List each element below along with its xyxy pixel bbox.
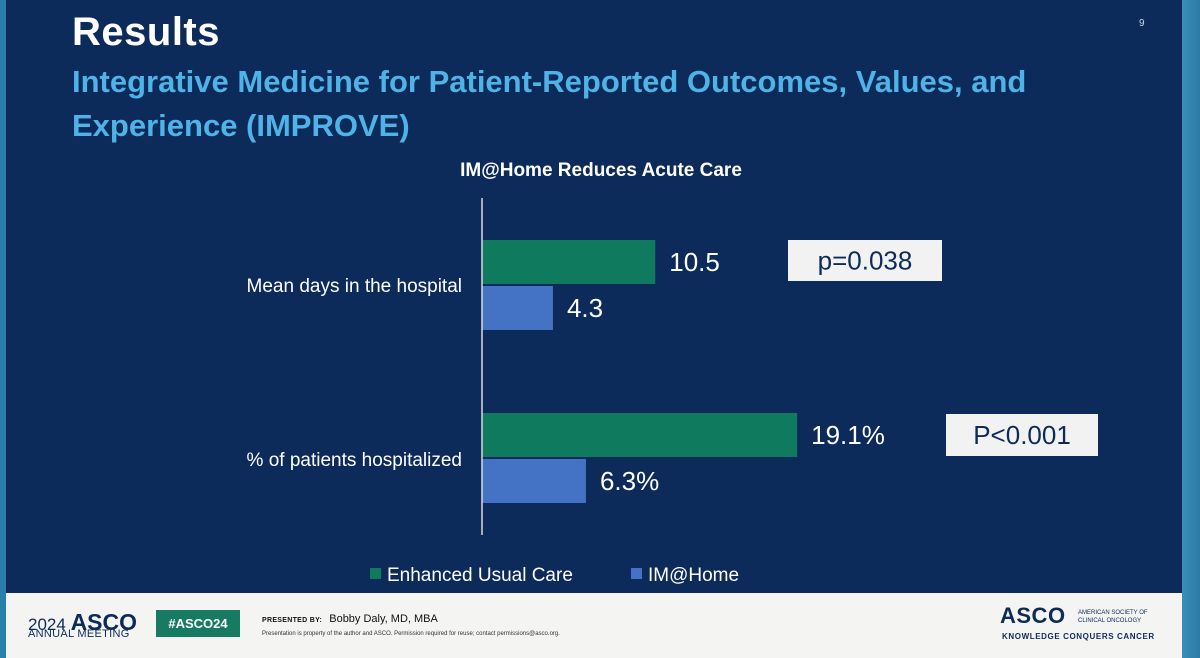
asco-logo-org: AMERICAN SOCIETY OF CLINICAL ONCOLOGY	[1078, 609, 1148, 625]
presenter-name: Bobby Daly, MD, MBA	[329, 613, 438, 625]
legend-swatch	[631, 568, 642, 579]
hashtag-badge: #ASCO24	[156, 610, 240, 637]
data-label: 4.3	[567, 293, 603, 323]
slide-subtitle: Integrative Medicine for Patient-Reporte…	[72, 64, 1027, 143]
chart-title: IM@Home Reduces Acute Care	[460, 160, 742, 181]
copyright-notice: Presentation is property of the author a…	[262, 631, 560, 637]
category-label: Mean days in the hospital	[247, 276, 462, 297]
slide-number: 9	[1139, 18, 1145, 29]
asco-logo-word: ASCO	[1000, 603, 1066, 628]
legend-label: Enhanced Usual Care	[387, 565, 573, 586]
meeting-logo: 2024 ASCO	[28, 609, 137, 636]
category-label: % of patients hospitalized	[247, 450, 462, 471]
chart: IM@Home Reduces Acute Care Mean days in t…	[247, 160, 1098, 586]
p-value-box	[788, 240, 942, 281]
presented-by-label: PRESENTED BY:	[262, 617, 323, 624]
asco-logo: ASCO AMERICAN SOCIETY OF CLINICAL ONCOLO…	[1000, 603, 1170, 651]
slide-title: Results	[72, 10, 220, 54]
presenter-line: PRESENTED BY: Bobby Daly, MD, MBA	[262, 613, 438, 625]
meeting-name: ANNUAL MEETING	[28, 628, 130, 640]
bar	[482, 240, 656, 284]
meeting-brand: ASCO	[70, 609, 138, 635]
screen-edge	[1182, 0, 1200, 658]
asco-org-line2: CLINICAL ONCOLOGY	[1078, 618, 1142, 624]
bar	[482, 413, 798, 457]
meeting-year: 2024	[28, 615, 66, 634]
asco-tagline: KNOWLEDGE CONQUERS CANCER	[1002, 632, 1155, 641]
p-value-box	[946, 414, 1098, 456]
asco-org-line1: AMERICAN SOCIETY OF	[1078, 610, 1148, 616]
footer-bar: 2024 ASCO ANNUAL MEETING #ASCO24 PRESENT…	[6, 593, 1182, 658]
legend-swatch	[370, 568, 381, 579]
data-label: 10.5	[669, 247, 720, 277]
bar	[482, 286, 553, 330]
bar	[482, 459, 586, 503]
legend-label: IM@Home	[648, 565, 739, 586]
data-label: 6.3%	[600, 466, 659, 496]
data-label: 19.1%	[811, 420, 885, 450]
slide	[6, 0, 1182, 658]
p-value-label: p=0.038	[818, 246, 913, 276]
p-value-label: P<0.001	[973, 420, 1071, 450]
